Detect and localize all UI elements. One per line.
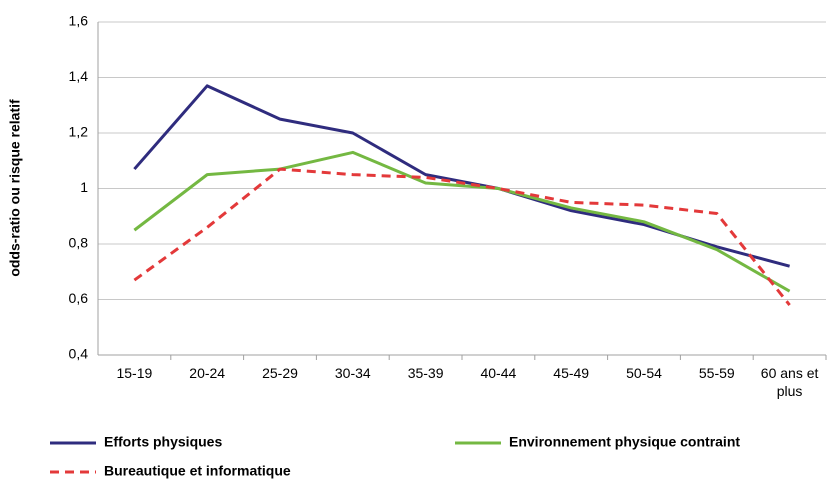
series-line [133,150,791,293]
x-tick-label: 20-24 [189,365,226,381]
y-tick-label: 1,4 [69,68,89,84]
y-tick-label: 1,6 [69,13,89,29]
y-tick-label: 0,4 [69,346,89,362]
x-tick-label: 25-29 [262,365,298,381]
legend-label: Environnement physique contraint [509,434,740,450]
x-tick-label: 60 ans et plus [760,365,819,399]
x-tick-label: 55-59 [698,365,735,381]
x-tick-label: 50-54 [626,365,662,381]
x-tick-label: 45-49 [553,365,590,381]
y-tick-label: 1,2 [69,124,89,140]
x-tick-label: 40-44 [480,365,517,381]
legend-label: Efforts physiques [104,434,222,450]
series-line [133,167,791,306]
x-tick-label: 30-34 [334,365,371,381]
legend-label: Bureautique et informatique [104,463,291,479]
x-tick-label: 15-19 [116,365,153,381]
y-tick-label: 0,8 [69,235,89,251]
x-tick-label: 35-39 [407,365,444,381]
y-tick-label: 1 [80,179,88,195]
y-tick-label: 0,6 [69,290,89,306]
y-axis-label: odds-ratio ou risque relatif [7,99,23,277]
